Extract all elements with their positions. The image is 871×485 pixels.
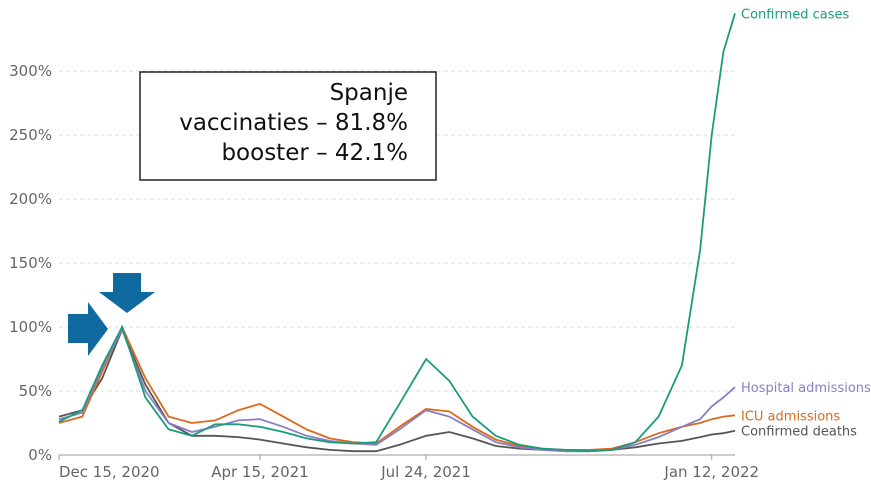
annotation-line: booster – 42.1%	[221, 140, 408, 166]
series-line	[58, 324, 736, 451]
series-line	[58, 327, 736, 453]
x-tick-label: Dec 15, 2020	[59, 463, 160, 481]
annotation-line: Spanje	[330, 80, 408, 106]
x-tick-label: Jan 12, 2022	[663, 463, 759, 481]
y-tick-label: 0%	[28, 446, 52, 464]
series-line	[58, 13, 736, 453]
arrow-right	[68, 302, 108, 356]
y-tick-label: 50%	[19, 382, 52, 400]
series-label: Confirmed cases	[741, 7, 850, 22]
series-line	[58, 327, 736, 453]
y-tick-label: 200%	[9, 190, 52, 208]
x-tick-label: Apr 15, 2021	[211, 463, 309, 481]
y-tick-label: 150%	[9, 254, 52, 272]
arrow-down	[99, 273, 155, 313]
x-tick-label: Jul 24, 2021	[380, 463, 471, 481]
annotation-line: vaccinaties – 81.8%	[179, 110, 408, 136]
annotation-box	[139, 71, 437, 181]
y-tick-label: 100%	[9, 318, 52, 336]
y-tick-label: 250%	[9, 126, 52, 144]
series-label: Hospital admissions	[741, 381, 871, 396]
series-label: Confirmed deaths	[741, 425, 857, 440]
series-label: ICU admissions	[741, 409, 840, 424]
y-tick-label: 300%	[9, 62, 52, 80]
